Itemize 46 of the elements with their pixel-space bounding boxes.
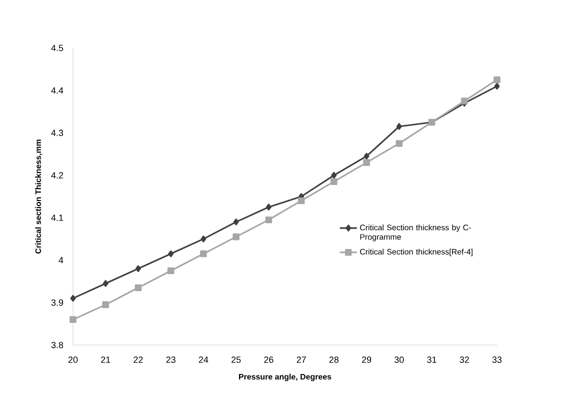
point: [70, 294, 76, 302]
y-tick-label: 4.2: [51, 172, 64, 178]
point: [331, 172, 337, 179]
point: [330, 178, 338, 186]
x-tick-label: 22: [134, 356, 143, 363]
point: [168, 250, 174, 258]
x-tick-label: 31: [427, 356, 436, 363]
point: [265, 216, 272, 224]
x-tick-label: 33: [492, 356, 502, 363]
y-tick-label: 4.1: [51, 214, 64, 221]
point: [200, 250, 207, 258]
y-tick-label: 4: [58, 257, 64, 264]
point: [364, 152, 370, 160]
point: [363, 159, 370, 166]
x-tick-label: 21: [101, 356, 110, 363]
x-tick-label: 24: [198, 356, 208, 363]
point: [233, 218, 239, 226]
x-tick-label: 25: [232, 356, 241, 363]
x-tick-label: 26: [264, 356, 274, 363]
point: [232, 233, 240, 240]
point: [298, 197, 305, 204]
x-tick-label: 23: [166, 356, 176, 363]
x-tick-label: 27: [296, 356, 306, 363]
x-tick-label: 32: [460, 356, 469, 363]
point: [460, 98, 468, 104]
point: [396, 123, 402, 130]
point: [494, 76, 500, 84]
point: [102, 301, 110, 308]
point: [266, 204, 272, 210]
y-tick-label: 4.4: [51, 87, 64, 94]
y-tick-label: 3.8: [51, 342, 64, 348]
x-tick-label: 29: [362, 356, 372, 363]
point: [70, 316, 76, 323]
point: [134, 284, 142, 292]
point: [167, 267, 174, 274]
x-tick-label: 30: [394, 356, 404, 363]
x-tick-label: 28: [329, 356, 339, 363]
point: [102, 280, 108, 287]
point: [494, 82, 500, 90]
point: [135, 265, 141, 272]
y-tick-label: 4.3: [51, 130, 64, 136]
y-tick-label: 4.5: [51, 44, 64, 52]
point: [396, 140, 403, 147]
x-tick-label: 20: [68, 356, 78, 363]
y-tick-label: 3.9: [51, 299, 64, 306]
point: [200, 236, 206, 242]
